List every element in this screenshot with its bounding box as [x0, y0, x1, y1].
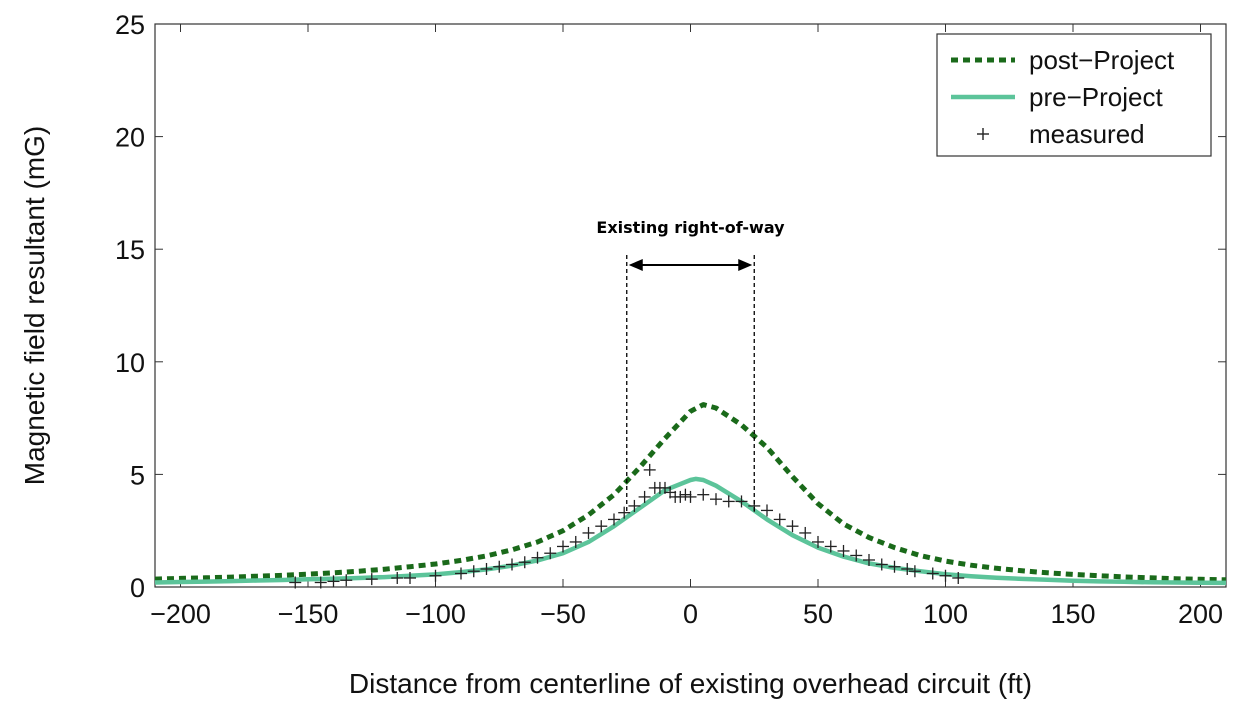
row-arrow-head-left	[628, 258, 643, 271]
measured-point	[455, 567, 467, 580]
measured-point	[544, 547, 557, 560]
measured-point	[493, 560, 506, 573]
measured-point	[582, 526, 595, 539]
measured-point	[480, 562, 493, 575]
measured-point	[710, 493, 722, 506]
y-tick-label: 20	[115, 123, 145, 153]
measured-point	[863, 553, 875, 566]
y-tick-label: 5	[130, 460, 145, 490]
legend-label: measured	[1029, 119, 1145, 149]
x-tick-label: −100	[405, 599, 466, 629]
measured-markers	[289, 463, 965, 589]
measured-point	[643, 463, 656, 476]
measured-point	[340, 574, 353, 587]
x-tick-label: −150	[278, 599, 339, 629]
measured-point	[722, 495, 735, 508]
measured-point	[569, 535, 582, 548]
measured-point	[926, 567, 939, 580]
right-of-way-annotation: Existing right-of-way	[596, 218, 785, 513]
measured-point	[837, 544, 850, 557]
x-tick-label: −50	[540, 599, 586, 629]
measured-point	[595, 520, 608, 533]
measured-point	[908, 565, 921, 578]
post-project-line	[154, 402, 1227, 583]
pre-project-line	[154, 476, 1227, 586]
measured-point	[735, 495, 748, 508]
measured-point	[327, 575, 340, 588]
measured-point	[679, 488, 692, 501]
measured-point	[786, 520, 799, 533]
x-tick-label: 0	[683, 599, 698, 629]
measured-point	[850, 549, 863, 562]
y-tick-label: 15	[115, 235, 145, 265]
axis-ticks: −200 −150 −100 −50 0 50 100 150 200 0 5 10 15 20 25	[115, 10, 1226, 629]
measured-point	[812, 535, 824, 548]
measured-point	[289, 576, 302, 589]
x-tick-label: 50	[803, 599, 833, 629]
measured-point	[506, 558, 518, 571]
measured-point	[365, 573, 378, 586]
measured-point	[901, 562, 914, 575]
measured-point	[674, 490, 687, 503]
row-arrow-head-right	[738, 258, 753, 271]
x-tick-label: 150	[1050, 599, 1095, 629]
measured-point	[952, 571, 965, 584]
measured-point	[557, 540, 569, 553]
x-axis-label: Distance from centerline of existing ove…	[349, 668, 1032, 699]
measured-point	[875, 558, 888, 571]
legend-label: pre−Project	[1029, 82, 1163, 112]
measured-point	[773, 513, 786, 526]
measured-point	[404, 571, 416, 584]
measured-point	[638, 490, 651, 503]
measured-point	[531, 551, 544, 564]
y-axis-label: Magnetic field resultant (mG)	[19, 126, 50, 485]
x-tick-label: −200	[150, 599, 211, 629]
x-tick-label: 100	[923, 599, 968, 629]
measured-point	[618, 506, 631, 519]
measured-point	[429, 569, 442, 582]
measured-point	[799, 526, 812, 539]
measured-point	[391, 571, 404, 584]
measured-point	[761, 504, 773, 517]
measured-point	[628, 499, 641, 512]
annotation-text: Existing right-of-way	[596, 218, 785, 237]
x-tick-label: 200	[1178, 599, 1223, 629]
measured-point	[888, 560, 901, 573]
measured-point	[939, 569, 952, 582]
y-tick-label: 0	[130, 573, 145, 603]
measured-point	[697, 488, 710, 501]
measured-point	[467, 565, 480, 578]
measured-point	[684, 490, 697, 503]
measured-point	[314, 576, 327, 589]
legend-label: post−Project	[1029, 45, 1175, 75]
measured-point	[608, 513, 620, 526]
y-tick-label: 25	[115, 10, 145, 40]
legend: post−Project pre−Project measured	[936, 33, 1212, 157]
measured-point	[518, 556, 531, 569]
y-tick-label: 10	[115, 348, 145, 378]
series-layer	[154, 402, 1227, 586]
measured-point	[824, 540, 837, 553]
